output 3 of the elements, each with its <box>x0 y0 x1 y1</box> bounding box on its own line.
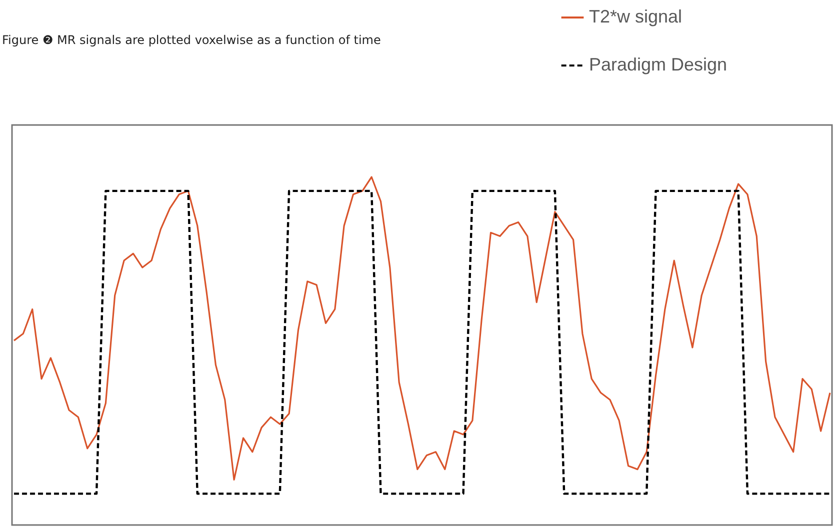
legend-label: Paradigm Design <box>589 54 728 74</box>
legend-label: T2*w signal <box>589 6 682 26</box>
chart-title: Figure ❷ MR signals are plotted voxelwise as a function of time <box>2 33 381 47</box>
